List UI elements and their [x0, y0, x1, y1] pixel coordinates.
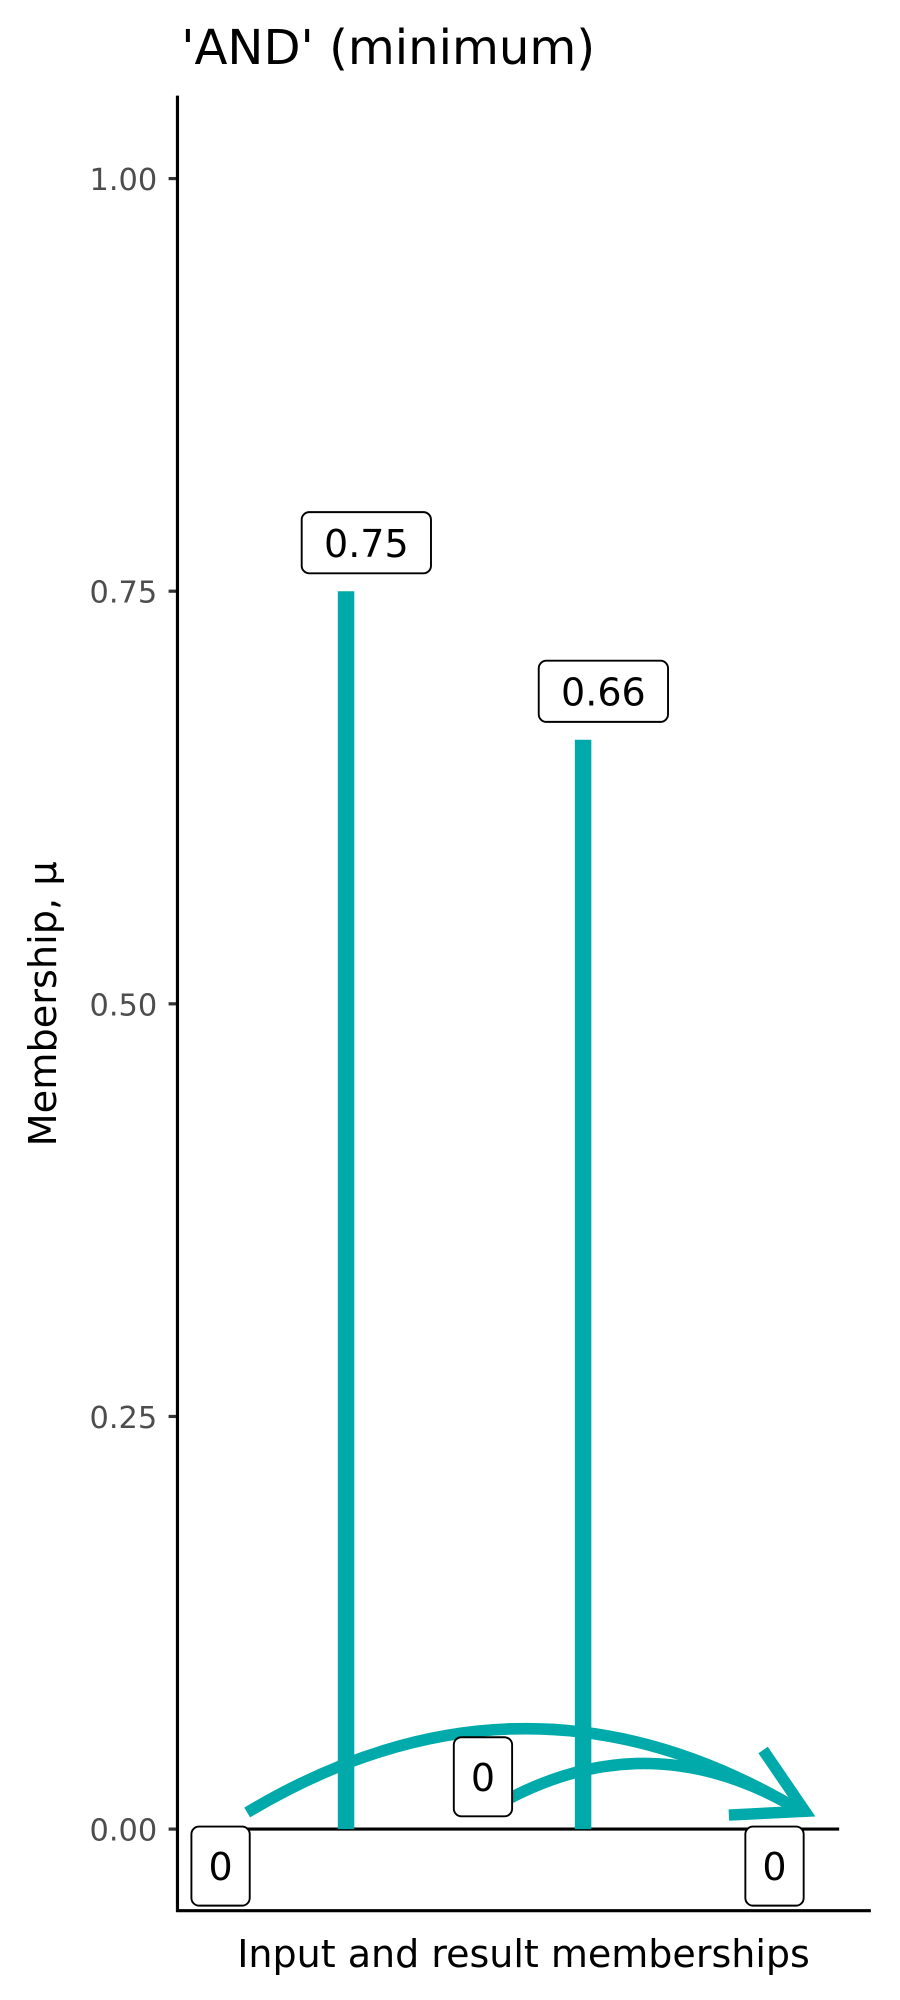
x-axis-label: Input and result memberships: [237, 1932, 810, 1976]
data-label: 0.75: [324, 522, 409, 566]
zero-label: 0: [762, 1845, 786, 1889]
arrow-curve-2: [483, 1757, 805, 1817]
arrow-head: [728, 1746, 816, 1821]
zero-label: 0: [471, 1756, 495, 1800]
zero-label-box: [452, 1736, 514, 1818]
y-tick-label: 0.75: [89, 576, 157, 611]
y-tick-label: 0.50: [89, 988, 157, 1023]
bars: 0.75 0.66: [300, 511, 669, 1830]
zero-label-box: [744, 1825, 805, 1907]
y-axis-ticks: 0.00 0.25 0.50 0.75 1.00: [89, 163, 178, 1849]
y-tick-label: 1.00: [89, 163, 157, 198]
arrows: [244, 1723, 816, 1821]
data-label: 0.66: [561, 670, 646, 714]
chart-title: 'AND' (minimum): [181, 20, 595, 76]
data-label-box: [300, 511, 432, 575]
zero-label-box: [190, 1825, 251, 1907]
data-label-box: [537, 659, 669, 723]
y-axis-label: Membership, μ: [21, 861, 65, 1146]
y-tick-label: 0.00: [89, 1813, 157, 1848]
zero-labels: 0 0 0: [190, 1736, 805, 1907]
zero-label: 0: [208, 1845, 232, 1889]
y-tick-label: 0.25: [89, 1401, 157, 1436]
